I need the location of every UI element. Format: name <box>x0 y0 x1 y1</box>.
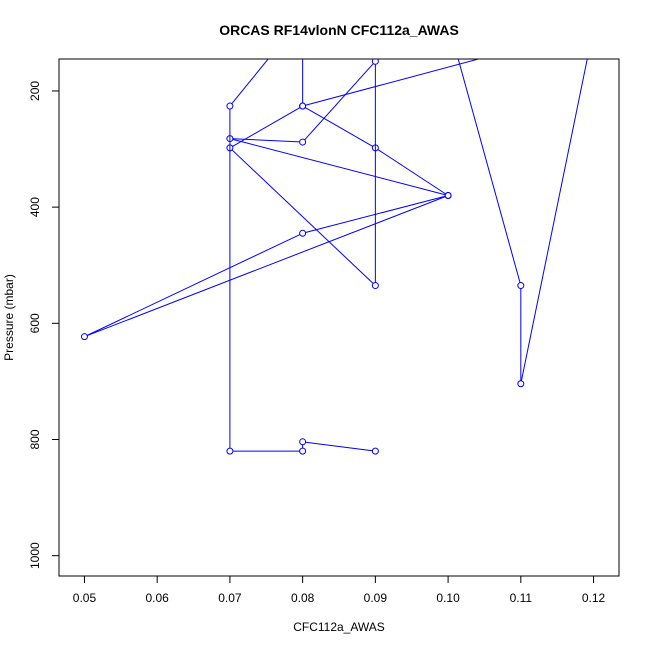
x-tick-label: 0.12 <box>582 591 606 605</box>
x-tick-label: 0.07 <box>218 591 242 605</box>
data-point <box>226 144 234 152</box>
data-point <box>591 25 597 31</box>
data-point <box>371 447 379 455</box>
x-tick-label: 0.10 <box>436 591 460 605</box>
data-point <box>371 144 379 152</box>
x-tick-label: 0.11 <box>510 591 533 605</box>
series-segment <box>231 59 269 105</box>
x-axis: 0.05 0.06 0.07 0.08 0.09 0.10 0.11 0.12 <box>73 575 606 605</box>
data-point <box>517 282 525 290</box>
y-axis-label: Pressure (mbar) <box>2 274 16 361</box>
series-segment <box>305 59 481 106</box>
y-tick-label: 400 <box>28 197 42 217</box>
series-segment <box>231 149 374 284</box>
y-tick-label: 800 <box>28 429 42 449</box>
data-point <box>300 0 306 1</box>
x-tick-label: 0.09 <box>364 591 388 605</box>
data-point <box>371 282 379 290</box>
chart-title: ORCAS RF14vlonN CFC112a_AWAS <box>219 22 459 38</box>
series-segment <box>305 441 373 452</box>
series-segment <box>86 234 301 336</box>
y-tick-label: 600 <box>28 313 42 333</box>
series-segment <box>232 138 446 196</box>
series-segment <box>232 107 301 147</box>
data-point <box>444 192 452 200</box>
series-segment <box>87 196 446 337</box>
data-point <box>299 138 307 146</box>
data-point <box>226 102 234 110</box>
data-point <box>517 380 525 388</box>
series-segment <box>304 63 374 141</box>
series-segment <box>377 149 446 195</box>
series <box>80 0 597 455</box>
x-axis-label: CFC112a_AWAS <box>293 620 385 634</box>
data-point <box>226 447 234 455</box>
series-segment <box>520 59 588 381</box>
y-axis: 200 400 600 800 1000 <box>28 81 60 569</box>
data-point <box>226 135 234 143</box>
x-tick-label: 0.06 <box>146 591 170 605</box>
y-tick-label: 200 <box>28 81 42 101</box>
x-tick-label: 0.08 <box>291 591 315 605</box>
x-tick-label: 0.05 <box>73 591 97 605</box>
series-layer <box>80 0 597 455</box>
data-point <box>299 447 307 455</box>
plot-area <box>58 58 620 577</box>
data-point <box>371 59 379 65</box>
data-point <box>80 333 88 341</box>
series-segment <box>457 59 521 283</box>
series-segment <box>304 107 374 147</box>
data-point <box>300 14 306 20</box>
data-point <box>299 102 307 110</box>
y-tick-label: 1000 <box>28 542 42 569</box>
data-point <box>299 229 307 237</box>
data-point <box>299 438 307 446</box>
